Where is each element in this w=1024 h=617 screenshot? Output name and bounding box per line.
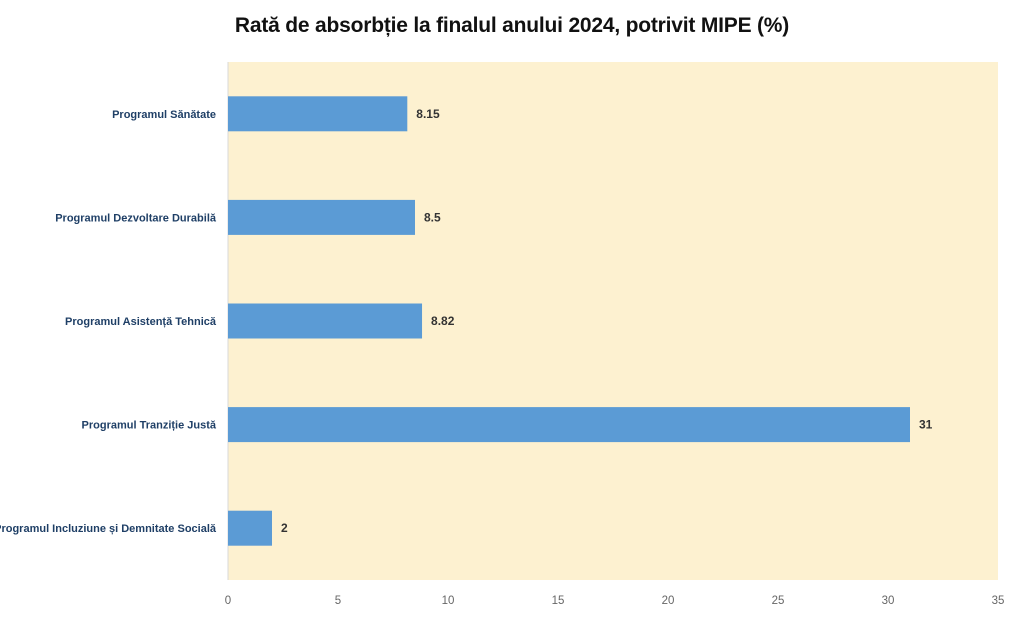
x-tick-label-7: 35 [992, 595, 1005, 607]
x-tick-label-1: 5 [335, 595, 341, 607]
value-label-1: 8.5 [424, 210, 441, 224]
chart-title: Rată de absorbție la finalul anului 2024… [234, 14, 790, 37]
bar-0 [228, 96, 408, 132]
x-tick-label-0: 0 [225, 595, 231, 607]
category-label-3: Programul Tranziție Justă [82, 420, 217, 432]
bar-2 [228, 303, 423, 339]
x-axis-ticks: 0 5 10 15 20 25 30 35 [225, 595, 1005, 607]
category-label-1: Programul Dezvoltare Durabilă [55, 212, 217, 224]
value-label-3: 31 [919, 418, 933, 432]
x-tick-label-3: 15 [552, 595, 565, 607]
x-tick-label-4: 20 [662, 595, 675, 607]
value-label-4: 2 [281, 521, 288, 535]
category-label-4: Programul Incluziune și Demnitate Social… [0, 523, 217, 535]
bar-1 [228, 199, 415, 235]
category-label-0: Programul Sănătate [112, 109, 216, 121]
bar-4 [228, 510, 272, 546]
x-tick-label-6: 30 [882, 595, 895, 607]
bar-3 [228, 407, 910, 443]
category-label-2: Programul Asistență Tehnică [65, 316, 217, 328]
x-tick-label-5: 25 [772, 595, 785, 607]
value-label-2: 8.82 [431, 314, 455, 328]
bars-group [228, 96, 910, 546]
category-labels: Programul Sănătate Programul Dezvoltare D… [0, 109, 217, 535]
value-labels: 8.15 8.5 8.82 31 2 [281, 107, 933, 535]
value-label-0: 8.15 [416, 107, 440, 121]
x-tick-label-2: 10 [442, 595, 455, 607]
